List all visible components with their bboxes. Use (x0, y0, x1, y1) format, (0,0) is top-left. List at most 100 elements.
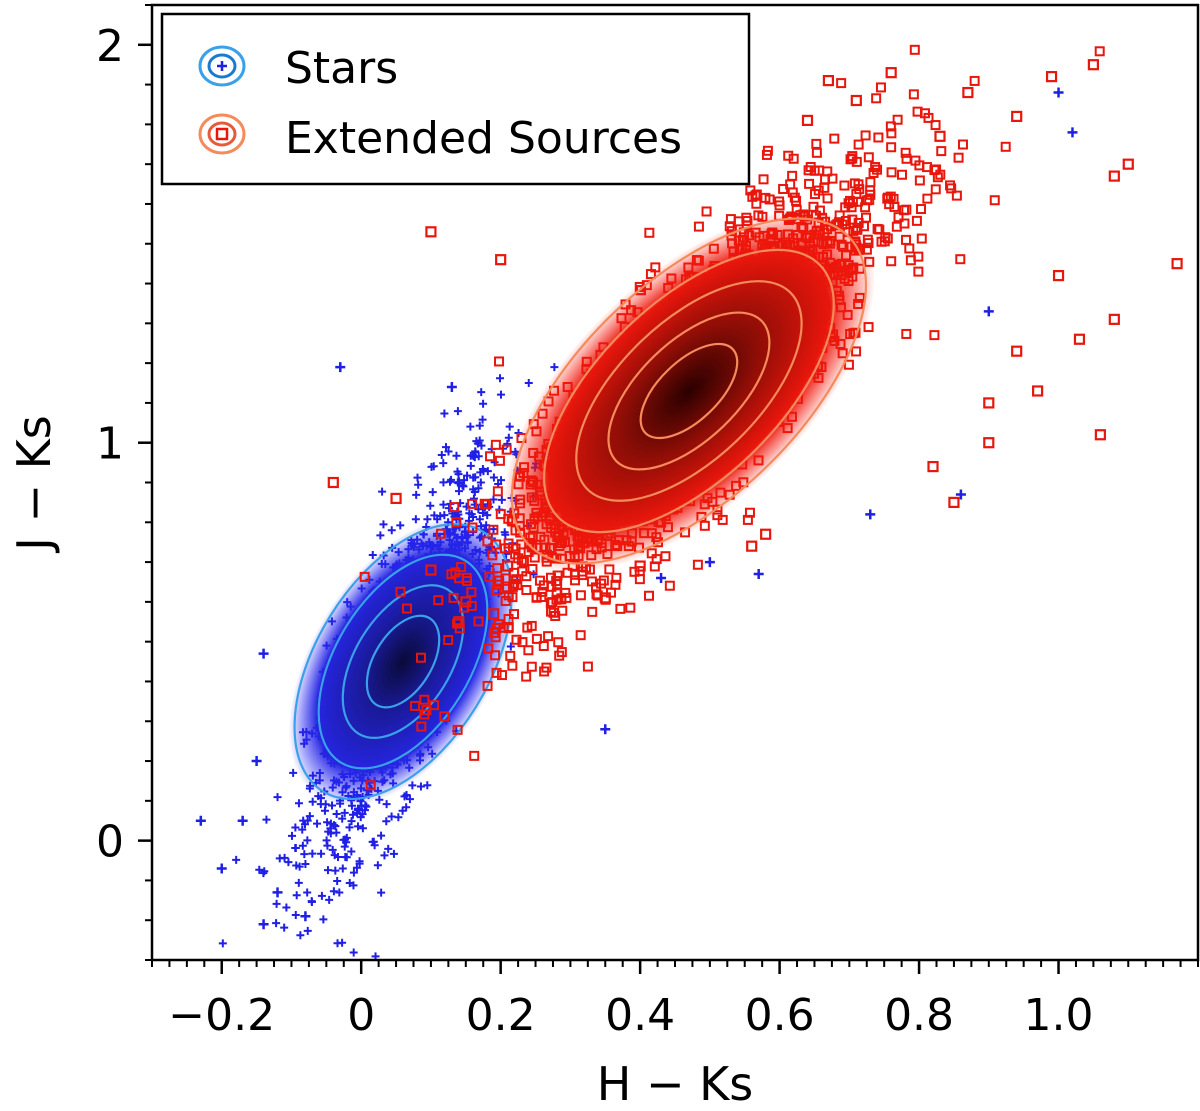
star-point (307, 897, 316, 906)
star-point (352, 863, 361, 872)
star-point (255, 865, 264, 874)
extended-source-point (860, 130, 871, 141)
extended-source-point (625, 602, 636, 613)
star-point (474, 484, 483, 493)
extended-source-point (415, 652, 426, 663)
plot-area (195, 44, 1183, 1000)
extended-source-point (560, 587, 571, 598)
extended-source-point (853, 139, 864, 150)
star-point (411, 515, 420, 524)
star-point (452, 451, 461, 460)
extended-contour (543, 248, 835, 534)
extended-outlier-point (934, 130, 946, 142)
star-point (294, 799, 303, 808)
star-point (291, 843, 300, 852)
star-point (333, 877, 342, 886)
star-point (377, 831, 386, 840)
extended-source-point (531, 592, 542, 603)
star-point (290, 992, 298, 1000)
extended-source-point (936, 146, 947, 157)
star-point (444, 447, 453, 456)
extended-source-point (929, 165, 940, 176)
y-tick-label: 2 (96, 21, 124, 72)
stars-contour (341, 584, 465, 739)
star-point (328, 845, 337, 854)
star-point (439, 459, 448, 468)
extended-source-point (762, 145, 773, 156)
extended-source-point (467, 522, 478, 533)
star-point (478, 509, 487, 518)
extended-source-point (989, 195, 1000, 206)
extended-source-point (500, 573, 511, 584)
extended-source-point (359, 571, 370, 582)
extended-source-point (518, 557, 529, 568)
extended-source-point (629, 566, 640, 577)
star-point (414, 480, 423, 489)
extended-source-point (946, 183, 957, 194)
star-point (218, 939, 227, 948)
extended-source-point (957, 139, 968, 150)
extended-source-point (561, 592, 572, 603)
x-tick-label: 0.6 (745, 990, 815, 1041)
extended-source-point (874, 224, 885, 235)
extended-source-point (758, 174, 769, 185)
star-point (476, 478, 485, 487)
extended-source-point (522, 622, 533, 633)
extended-source-point (615, 603, 626, 614)
extended-source-point (531, 633, 542, 644)
extended-outlier-point (885, 67, 897, 79)
star-point (303, 926, 312, 935)
star-point (298, 841, 307, 850)
extended-contour (510, 217, 868, 565)
extended-source-point (904, 243, 915, 254)
extended-source-point (491, 667, 502, 678)
extended-source-point (521, 585, 532, 596)
star-point (444, 504, 453, 513)
star-point (308, 849, 317, 858)
star-point (377, 888, 386, 897)
legend-stars-icon (198, 45, 246, 87)
star-point (313, 819, 322, 828)
star-point (387, 812, 396, 821)
extended-source-point (554, 650, 565, 661)
extended-source-point (922, 193, 933, 204)
extended-source-point (419, 694, 430, 705)
extended-source-point (487, 550, 498, 561)
star-point (334, 852, 343, 861)
star-point (423, 781, 432, 790)
star-point (382, 800, 391, 809)
extended-source-point (543, 631, 554, 642)
star-point (439, 500, 448, 509)
extended-source-point (886, 167, 897, 178)
extended-source-point (490, 439, 501, 450)
extended-source-point (822, 193, 833, 204)
extended-source-point (491, 585, 502, 596)
extended-outlier-point (488, 608, 500, 620)
star-point (303, 836, 312, 845)
extended-outlier-point (453, 616, 465, 628)
extended-source-point (516, 555, 527, 566)
extended-outlier-point (760, 528, 772, 540)
star-point (389, 849, 398, 858)
star-point (296, 931, 305, 940)
extended-source-point (492, 486, 503, 497)
star-outlier-point (656, 573, 667, 583)
star-point (345, 823, 354, 832)
extended-source-point (492, 563, 503, 574)
extended-contour (639, 342, 739, 440)
extended-source-point (915, 204, 926, 215)
star-point (440, 409, 449, 418)
extended-source-point (401, 603, 412, 614)
star-point (428, 488, 437, 497)
extended-outlier-point (1073, 333, 1086, 345)
extended-source-point (545, 572, 556, 583)
extended-source-point (485, 451, 496, 462)
star-point (462, 502, 471, 511)
extended-source-point (865, 177, 876, 188)
star-outlier-point (258, 919, 269, 930)
extended-outlier-point (927, 460, 939, 473)
extended-source-point (847, 151, 858, 162)
extended-source-point (416, 721, 427, 732)
star-outlier-point (251, 756, 262, 767)
extended-source-point (611, 572, 622, 583)
